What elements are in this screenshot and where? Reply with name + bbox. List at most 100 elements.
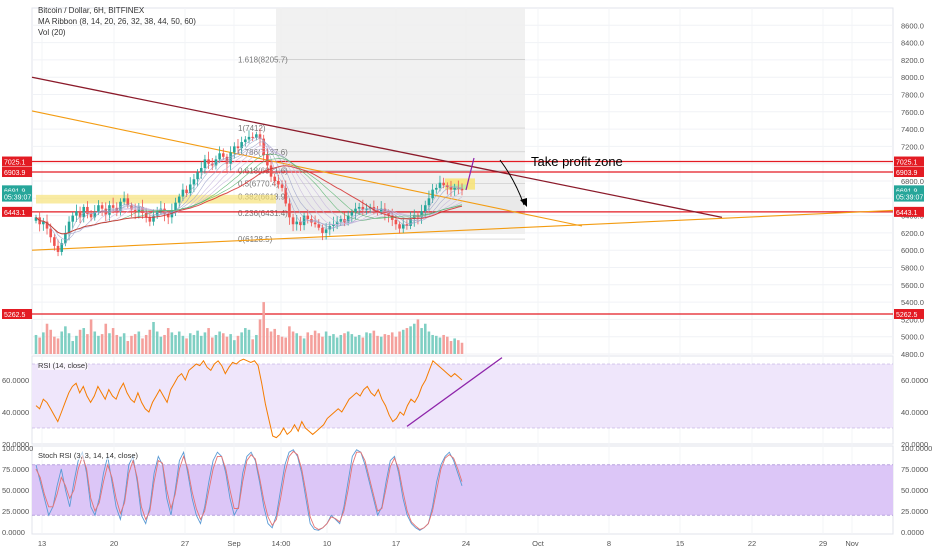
candle [398, 224, 401, 229]
candle [196, 172, 199, 180]
time-tick-label: 10 [323, 539, 331, 548]
volume-bar [354, 336, 357, 354]
candle [181, 189, 185, 197]
candle [214, 159, 218, 166]
volume-label[interactable]: Vol (20) [38, 28, 66, 37]
volume-bar [34, 334, 38, 354]
volume-bar [343, 333, 346, 354]
price-tag-left: 5262.5 [2, 308, 32, 319]
candle [144, 213, 148, 218]
volume-bar [332, 334, 335, 354]
fib-level-label: 1(7412) [238, 124, 266, 133]
price-tick-label: 5400.0 [901, 298, 924, 307]
price-tag-label: 6443.1 [4, 210, 26, 217]
volume-bar [420, 328, 423, 354]
candle [233, 146, 236, 153]
fib-level-label: 0.618(6921.6) [238, 166, 288, 175]
take-profit-annotation: Take profit zone [531, 154, 623, 169]
candle [423, 205, 427, 212]
stoch-tick-label: 25.0000 [901, 507, 928, 516]
candle [387, 213, 390, 216]
volume-bar [449, 341, 453, 354]
volume-bar [141, 338, 144, 354]
volume-bar [390, 332, 394, 354]
candle [174, 202, 177, 211]
ma-ribbon-label[interactable]: MA Ribbon (8, 14, 20, 26, 32, 38, 44, 50… [38, 17, 196, 26]
stoch-rsi-pane-label[interactable]: Stoch RSI (3, 3, 14, 14, close) [38, 451, 139, 460]
volume-bar [236, 335, 240, 354]
symbol-label[interactable]: Bitcoin / Dollar, 6H, BITFINEX [38, 6, 145, 15]
volume-bar [295, 333, 299, 354]
volume-bar [350, 334, 354, 354]
rsi-tick-label-left: 40.0000 [2, 408, 29, 417]
volume-bar [152, 321, 155, 354]
volume-bar [225, 336, 229, 354]
price-tag-box [894, 308, 924, 319]
candle [152, 215, 155, 222]
volume-bar [328, 335, 332, 354]
price-tag-box [894, 206, 924, 217]
volume-bar [361, 337, 365, 354]
price-tag-box [894, 167, 924, 178]
price-tick-label: 5200.0 [901, 315, 924, 324]
volume-bar [78, 329, 82, 354]
volume-bar [409, 326, 412, 354]
candle [269, 165, 273, 177]
volume-bar [273, 328, 276, 354]
volume-bar [412, 323, 416, 354]
stoch-tick-label-left: 75.0000 [2, 465, 29, 474]
candle [148, 217, 152, 222]
volume-bar [181, 335, 185, 354]
candle [453, 187, 456, 190]
candle [170, 210, 174, 218]
candle [100, 205, 104, 209]
candle [343, 219, 346, 223]
chart-legend: Bitcoin / Dollar, 6H, BITFINEX MA Ribbon… [38, 5, 196, 38]
volume-bar [398, 331, 401, 354]
volume-bar [108, 333, 111, 354]
time-tick-label: 14:00 [272, 539, 291, 548]
candle [130, 205, 133, 210]
candle [122, 198, 126, 202]
time-tick-label: Oct [532, 539, 545, 548]
volume-bar [60, 331, 63, 354]
rsi-pane-label[interactable]: RSI (14, close) [38, 361, 88, 370]
volume-bar [100, 334, 104, 354]
volume-bar [383, 334, 387, 354]
candle [188, 184, 192, 194]
price-tag-left: 05:39:07 [2, 191, 32, 202]
rsi-tick-label-left: 20.0000 [2, 440, 29, 449]
volume-bar [423, 323, 427, 354]
candle [379, 208, 383, 213]
volume-bar [104, 323, 108, 354]
candle [431, 189, 434, 199]
volume-bar [49, 329, 52, 354]
price-tag-label: 7025.1 [896, 160, 918, 167]
volume-bar [130, 335, 133, 354]
volume-bar [192, 334, 196, 354]
candle [111, 205, 115, 208]
rsi-line [35, 358, 463, 439]
candle [291, 217, 295, 225]
candle [295, 221, 299, 225]
price-tick-label: 7800.0 [901, 91, 924, 100]
time-tick-label: 20 [110, 539, 118, 548]
volume-bar [405, 328, 409, 354]
stoch-tick-label-left: 25.0000 [2, 507, 29, 516]
candle [185, 189, 188, 194]
volume-bar [394, 336, 398, 354]
candle [317, 224, 321, 228]
candle [306, 215, 310, 220]
volume-bar [313, 330, 317, 354]
volume-bar [240, 332, 243, 354]
candle [335, 221, 339, 225]
ma-ribbon-line [35, 136, 463, 245]
candle [449, 187, 453, 190]
arrow-head-icon [520, 198, 527, 207]
volume-bar [155, 331, 159, 354]
candle [89, 213, 93, 218]
candle [255, 134, 258, 138]
price-tick-label: 4800.0 [901, 350, 924, 359]
volume-bar [185, 338, 188, 354]
